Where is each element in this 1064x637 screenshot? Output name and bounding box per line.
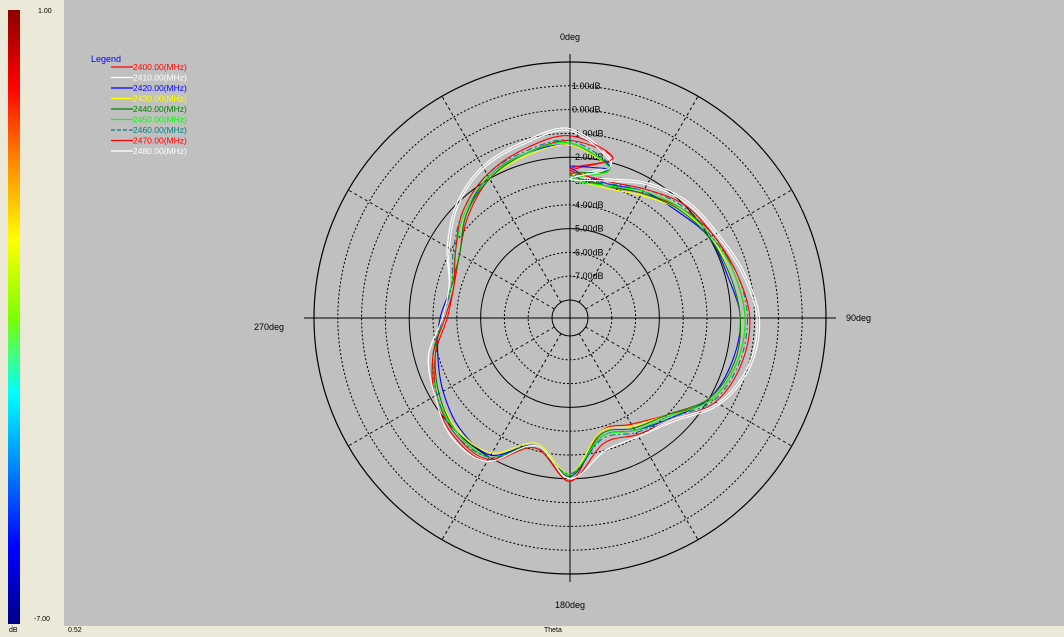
legend-entry: 2400.00(MHz) xyxy=(133,62,187,72)
legend-entry: 2430.00(MHz) xyxy=(133,94,187,104)
radial-tick-label: 1.00dB xyxy=(572,81,601,91)
legend-entry: 2410.00(MHz) xyxy=(133,73,187,83)
grid-spoke xyxy=(441,96,562,303)
grid-spoke xyxy=(348,326,555,447)
value-label: 0.52 xyxy=(68,627,82,634)
legend-entry: 2480.00(MHz) xyxy=(133,146,187,156)
legend-title: Legend xyxy=(91,54,121,64)
radial-tick-label: -4.00dB xyxy=(572,200,604,210)
radial-tick-label: -7.00dB xyxy=(572,271,604,281)
grid-spoke xyxy=(348,189,555,310)
grid-spoke xyxy=(585,326,792,447)
radial-tick-label: -6.00dB xyxy=(572,247,604,257)
angle-label: 180deg xyxy=(555,600,585,610)
legend-entry: 2440.00(MHz) xyxy=(133,104,187,114)
series-line xyxy=(431,135,751,482)
radial-tick-label: -1.00dB xyxy=(572,128,604,138)
colorbar-max-label: 1.00 xyxy=(38,8,52,15)
grid-spoke xyxy=(578,96,699,303)
legend-entry: 2470.00(MHz) xyxy=(133,136,187,146)
colorbar-panel: 1.00 -7.00 xyxy=(0,0,64,626)
grid-spoke xyxy=(441,333,562,540)
series-line xyxy=(436,144,741,477)
legend-entry: 2420.00(MHz) xyxy=(133,83,187,93)
colorbar-min-label: -7.00 xyxy=(34,616,50,623)
unit-label: dB xyxy=(9,627,18,634)
legend-entry: 2450.00(MHz) xyxy=(133,115,187,125)
theta-axis-label: Theta xyxy=(544,627,562,634)
legend-entry: 2460.00(MHz) xyxy=(133,125,187,135)
grid-spoke xyxy=(585,189,792,310)
bottom-strip: dB 0.52 Theta xyxy=(0,626,1064,637)
radial-tick-label: -5.00dB xyxy=(572,224,604,234)
polar-chart: 0deg 90deg 180deg 270deg 1.00dB 0.00dB -1.00dB… xyxy=(91,32,871,610)
grid-spoke xyxy=(578,333,699,540)
angle-label: 270deg xyxy=(254,322,284,332)
radial-tick-label: 0.00dB xyxy=(572,105,601,115)
angle-label: 90deg xyxy=(846,313,871,323)
series-line xyxy=(427,129,758,480)
radial-tick-label: -2.00dB xyxy=(572,152,604,162)
plot-area: 0deg 90deg 180deg 270deg 1.00dB 0.00dB -1.00dB… xyxy=(64,0,1064,626)
colorbar-gradient xyxy=(8,10,20,624)
angle-label: 0deg xyxy=(560,32,580,42)
